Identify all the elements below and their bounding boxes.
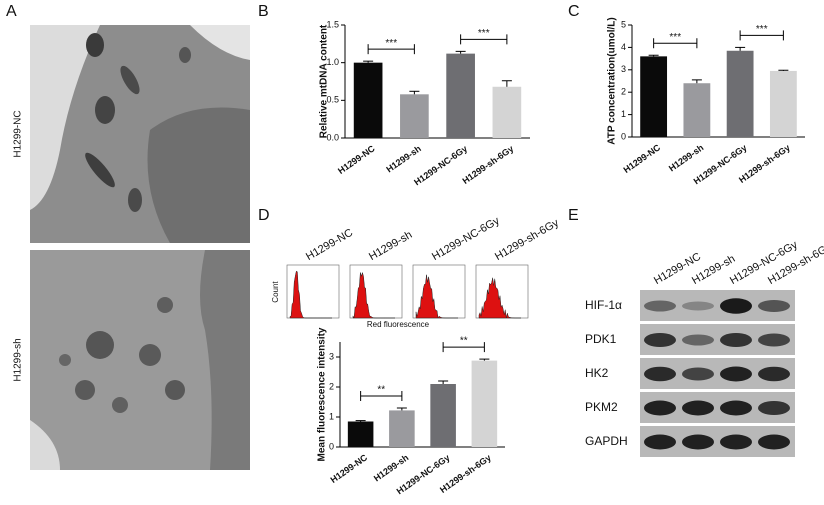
bar — [640, 56, 668, 137]
flow-y-label: Count — [271, 281, 280, 303]
y-tick-label: 4 — [621, 42, 626, 52]
blot-band — [720, 333, 752, 347]
blot-band — [720, 366, 752, 382]
flow-label: H1299-sh-6Gy — [493, 217, 561, 263]
panel-letter: C — [568, 3, 580, 20]
panel-letter: A — [6, 3, 17, 20]
bar — [389, 410, 415, 447]
blot-band — [720, 434, 752, 450]
blot-row-label: GAPDH — [585, 434, 628, 448]
flow-label: H1299-NC-6Gy — [430, 215, 502, 264]
flow-label: H1299-sh — [367, 229, 414, 263]
flow-histogram — [415, 274, 458, 319]
bar — [353, 62, 383, 138]
y-tick-label: 1.0 — [326, 57, 339, 67]
y-tick-label: 3 — [621, 64, 626, 74]
blot-band — [720, 400, 752, 416]
significance-label: ** — [460, 336, 468, 347]
significance-label: *** — [756, 24, 768, 35]
blot-band — [758, 300, 790, 312]
blot-band — [758, 434, 790, 450]
x-tick-label: H1299-NC — [336, 143, 377, 176]
bar — [726, 50, 754, 138]
bar — [400, 94, 429, 138]
panel-letter: E — [568, 207, 579, 224]
bar — [769, 70, 797, 137]
image-label: H1299-sh — [13, 338, 24, 381]
panel-letter: D — [258, 207, 270, 224]
blot-row-label: PDK1 — [585, 332, 617, 346]
x-tick-label: H1299-sh — [667, 142, 706, 173]
blot-band — [682, 301, 714, 311]
flow-label: H1299-NC — [304, 227, 355, 263]
x-tick-label: H1299-NC — [329, 452, 370, 485]
blot-band — [758, 401, 790, 415]
x-tick-label: H1299-sh-6Gy — [460, 143, 515, 186]
blot-row-label: HK2 — [585, 366, 609, 380]
image-label: H1299-NC — [13, 110, 24, 157]
bar — [492, 86, 522, 138]
bar — [347, 421, 374, 447]
bar — [471, 360, 498, 447]
blot-band — [644, 366, 676, 382]
y-tick-label: 5 — [621, 19, 626, 29]
y-tick-label: 3 — [329, 351, 334, 361]
significance-label: *** — [478, 28, 490, 39]
bar — [430, 384, 456, 447]
y-axis-label: ATP concentration(umol/L) — [607, 17, 618, 144]
y-axis-label: Mean fluorescence intensity — [317, 327, 328, 461]
blot-band — [644, 300, 676, 312]
bar — [683, 83, 711, 137]
y-tick-label: 0.5 — [326, 95, 339, 105]
blot-row-label: HIF-1α — [585, 298, 622, 312]
blot-band — [682, 434, 714, 450]
micrograph — [30, 250, 250, 470]
blot-band — [720, 298, 752, 314]
blot-band — [682, 334, 714, 346]
panel-letter: B — [258, 3, 269, 20]
y-tick-label: 2 — [621, 87, 626, 97]
flow-histogram — [352, 271, 395, 319]
flow-histograms — [286, 264, 529, 319]
significance-label: *** — [669, 32, 681, 43]
y-tick-label: 2 — [329, 381, 334, 391]
y-tick-label: 0 — [329, 441, 334, 451]
blot-band — [682, 400, 714, 416]
x-tick-label: H1299-sh — [384, 143, 423, 174]
blot-band — [758, 366, 790, 382]
flow-histogram — [289, 270, 332, 319]
blot-band — [758, 333, 790, 347]
y-tick-label: 0.0 — [326, 132, 339, 142]
flow-x-label: Red fluorescence — [367, 320, 430, 329]
significance-label: *** — [385, 38, 397, 49]
x-tick-label: H1299-sh — [372, 452, 411, 483]
bar — [446, 53, 475, 139]
blot-band — [682, 367, 714, 381]
y-tick-label: 1 — [621, 109, 626, 119]
x-tick-label: H1299-NC — [622, 142, 663, 175]
y-tick-label: 1 — [329, 411, 334, 421]
blot-band — [644, 434, 676, 450]
western-blot — [640, 290, 795, 457]
y-tick-label: 1.5 — [326, 19, 339, 29]
blot-band — [644, 400, 676, 416]
blot-band — [644, 333, 676, 347]
flow-histogram — [478, 277, 522, 319]
y-axis-label: Relative mtDNA content — [319, 24, 330, 138]
significance-label: ** — [377, 385, 385, 396]
blot-row-label: PKM2 — [585, 400, 618, 414]
y-tick-label: 0 — [621, 131, 626, 141]
micrograph — [30, 25, 250, 243]
